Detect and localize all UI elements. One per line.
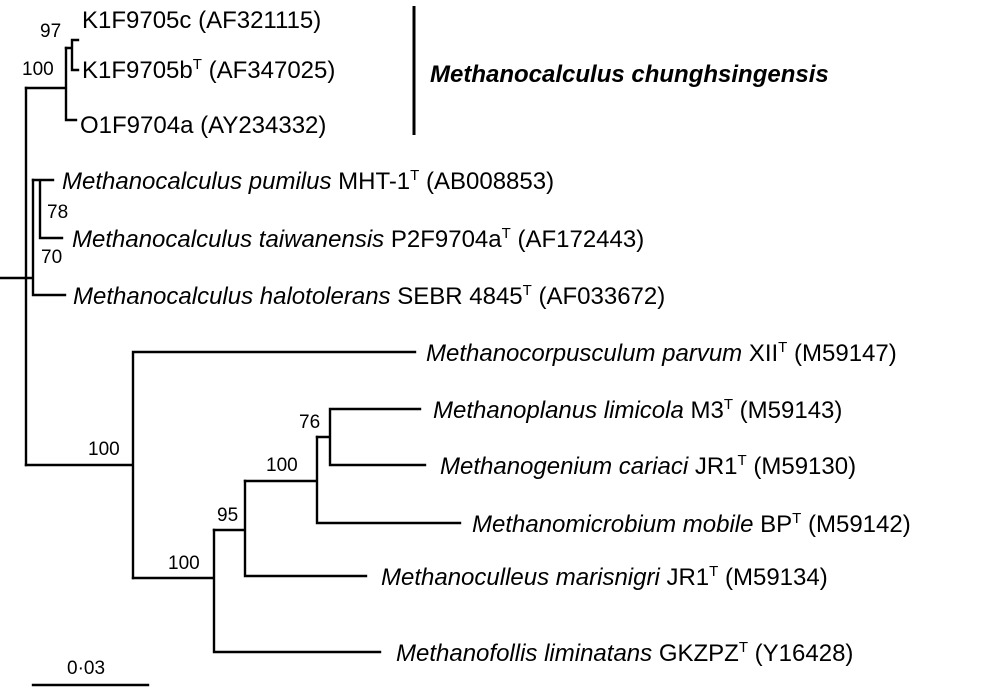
bootstrap-values: 97 100 78 70 100 76 100 95 100 — [22, 21, 320, 574]
leaf-label-cariaci: Methanogenium cariaci JR1T (M59130) — [440, 452, 856, 480]
bootstrap-pumilus-taiwanensis: 78 — [47, 202, 68, 223]
root-branch — [0, 86, 28, 467]
with-marisnigri-branch — [212, 479, 368, 578]
leaf-label-parvum: Methanocorpusculum parvum XIIT (M59147) — [426, 339, 897, 367]
bootstrap-calculus-inner: 70 — [41, 247, 62, 268]
pumilus-taiwanensis-branch — [31, 178, 64, 240]
leaf-label-k1f9705b: K1F9705bT (AF347025) — [82, 56, 335, 84]
tree-branches — [0, 38, 462, 654]
leaf-label-halotolerans: Methanocalculus halotolerans SEBR 4845T … — [73, 282, 665, 310]
k1f-pair-branch — [64, 38, 80, 72]
leaf-label-o1f9704a: O1F9704a (AY234332) — [80, 112, 326, 139]
leaf-label-liminatans: Methanofollis liminatans GKZPZT (Y16428) — [396, 639, 853, 667]
lower-calculus-branch — [24, 178, 67, 297]
bootstrap-k1f-pair: 97 — [40, 21, 61, 42]
calculus-group-branch — [24, 46, 78, 122]
bootstrap-with-marisnigri: 95 — [217, 505, 238, 526]
bootstrap-with-mobile: 100 — [266, 455, 298, 476]
leaf-label-mobile: Methanomicrobium mobile BPT (M59142) — [472, 510, 911, 538]
leaf-label-limicola: Methanoplanus limicola M3T (M59143) — [433, 396, 842, 424]
leaf-label-marisnigri: Methanoculleus marisnigri JR1T (M59134) — [381, 563, 828, 591]
clade-label: Methanocalculus chunghsingensis — [430, 61, 829, 88]
microbiales-branch — [131, 528, 382, 654]
leaf-labels: K1F9705c (AF321115) K1F9705bT (AF347025)… — [62, 7, 911, 667]
leaf-label-pumilus: Methanocalculus pumilus MHT-1T (AB008853… — [62, 167, 554, 195]
bootstrap-chunghsingensis: 100 — [22, 59, 54, 80]
limicola-cariaci-branch — [315, 407, 427, 467]
leaf-label-taiwanensis: Methanocalculus taiwanensis P2F9704aT (A… — [72, 225, 644, 253]
with-mobile-branch — [243, 435, 462, 525]
scale-bar-label: 0·03 — [67, 658, 105, 679]
scale-bar: 0·03 — [31, 658, 150, 687]
leaf-label-k1f9705c: K1F9705c (AF321115) — [82, 7, 321, 34]
other-genera-branch — [24, 350, 417, 580]
bootstrap-limicola-cariaci: 76 — [299, 412, 320, 433]
bootstrap-with-liminatans: 100 — [168, 553, 200, 574]
bootstrap-other-genera: 100 — [88, 439, 120, 460]
